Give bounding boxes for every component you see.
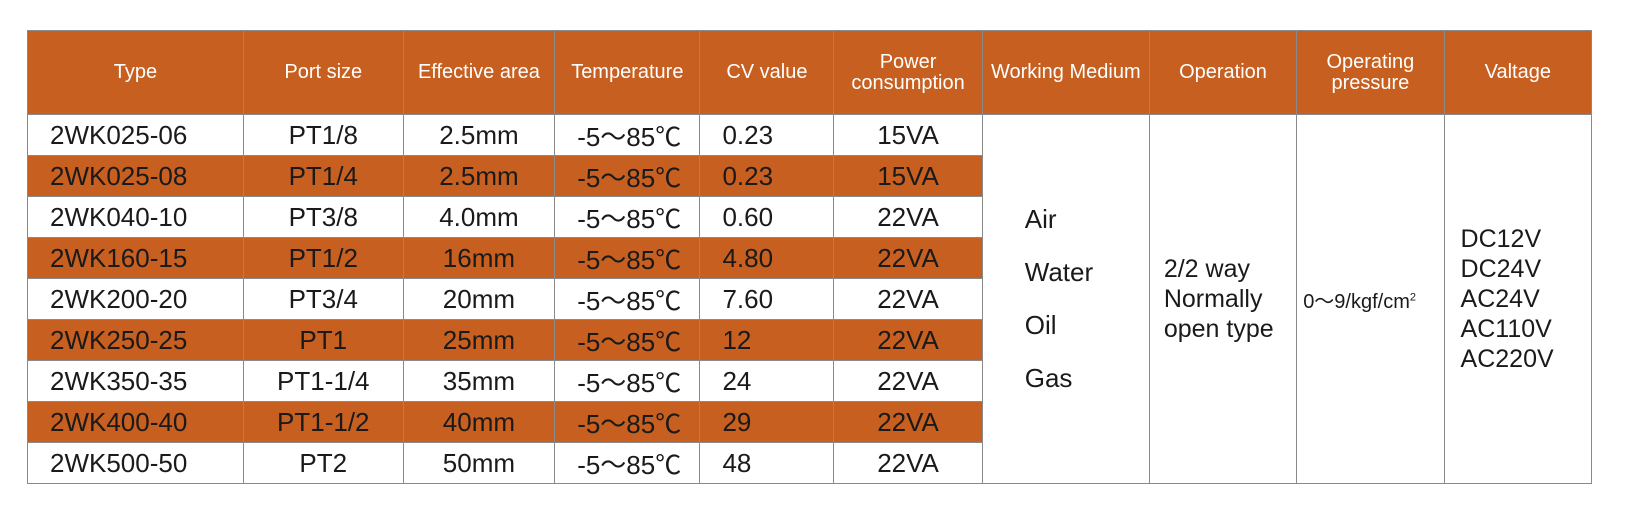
cell-power-consumption: 22VA xyxy=(833,319,983,361)
cell-cv-value: 29 xyxy=(699,401,835,443)
cell-cv-value: 4.80 xyxy=(699,237,835,279)
cell-port-size: PT1 xyxy=(242,319,404,361)
cell-port-size: PT1/2 xyxy=(242,237,404,279)
header-voltage: Valtage xyxy=(1443,30,1593,115)
cell-effective-area: 35mm xyxy=(402,360,556,402)
voltage-item: AC220V xyxy=(1460,345,1554,373)
cell-type: 2WK400-40 xyxy=(27,401,244,443)
voltage-cell: DC12V DC24V AC24V AC110V AC220V xyxy=(1443,114,1593,484)
header-cv-value: CV value xyxy=(699,30,835,115)
operation-line: open type xyxy=(1163,315,1274,343)
voltage-item: DC12V xyxy=(1460,225,1542,253)
header-operation: Operation xyxy=(1148,30,1298,115)
cell-port-size: PT3/4 xyxy=(242,278,404,320)
table-row: 2WK400-40 PT1-1/2 40mm -5～85℃ 29 22VA xyxy=(27,401,1592,443)
cell-cv-value: 7.60 xyxy=(699,278,835,320)
cell-port-size: PT1-1/2 xyxy=(242,401,404,443)
cell-type: 2WK160-15 xyxy=(27,237,244,279)
header-operating-pressure: Operating pressure xyxy=(1296,30,1445,115)
header-row: Type Port size Effective area Temperature CV… xyxy=(27,30,1593,115)
cell-power-consumption: 22VA xyxy=(833,401,983,443)
working-medium-item: Water xyxy=(1024,257,1094,287)
cell-port-size: PT1/4 xyxy=(242,155,404,197)
working-medium-cell: Air Water Oil Gas xyxy=(981,114,1150,484)
cell-type: 2WK025-08 xyxy=(27,155,244,197)
header-port-size: Port size xyxy=(242,30,404,115)
cell-temperature: -5～85℃ xyxy=(554,237,701,279)
operation-line: 2/2 way xyxy=(1163,255,1250,283)
working-medium-item: Gas xyxy=(1024,363,1073,393)
cell-temperature: -5～85℃ xyxy=(554,196,701,238)
table-row: 2WK025-06 PT1/8 2.5mm -5～85℃ 0.23 15VA Air Wate… xyxy=(27,114,1593,484)
cell-effective-area: 2.5mm xyxy=(402,155,556,197)
header-effective-area: Effective area xyxy=(402,30,556,115)
table-body: 2WK025-06 PT1/8 2.5mm -5～85℃ 0.23 15VA Air Wate… xyxy=(27,114,1593,484)
cell-power-consumption: 22VA xyxy=(833,237,983,279)
header-temperature: Temperature xyxy=(554,30,701,115)
cell-effective-area: 4.0mm xyxy=(402,196,556,238)
cell-temperature: -5～85℃ xyxy=(554,319,701,361)
cell-cv-value: 0.23 xyxy=(699,114,835,156)
cell-effective-area: 25mm xyxy=(402,319,556,361)
working-medium-item: Oil xyxy=(1024,310,1057,340)
operating-pressure-value: 0～9/kgf/cm xyxy=(1303,290,1410,313)
cell-type: 2WK350-35 xyxy=(27,360,244,402)
header-working-medium: Working Medium xyxy=(981,30,1150,115)
header-type: Type xyxy=(27,30,244,115)
cell-type: 2WK200-20 xyxy=(27,278,244,320)
cell-temperature: -5～85℃ xyxy=(554,360,701,402)
cell-cv-value: 0.60 xyxy=(699,196,835,238)
voltage-item: DC24V xyxy=(1460,255,1542,283)
cell-effective-area: 20mm xyxy=(402,278,556,320)
cell-cv-value: 48 xyxy=(699,442,835,484)
table-row: 2WK025-08 PT1/4 2.5mm -5～85℃ 0.23 15VA xyxy=(27,155,1592,197)
cell-power-consumption: 22VA xyxy=(833,278,983,320)
cell-type: 2WK040-10 xyxy=(27,196,244,238)
cell-power-consumption: 15VA xyxy=(833,155,983,197)
cell-temperature: -5～85℃ xyxy=(554,155,701,197)
cell-type: 2WK500-50 xyxy=(27,442,244,484)
cell-effective-area: 16mm xyxy=(402,237,556,279)
cell-effective-area: 50mm xyxy=(402,442,556,484)
cell-port-size: PT2 xyxy=(242,442,404,484)
table-row: 2WK250-25 PT1 25mm -5～85℃ 12 22VA xyxy=(27,319,1592,361)
cell-temperature: -5～85℃ xyxy=(554,442,701,484)
spec-table: Type Port size Effective area Temperature CV… xyxy=(27,30,1593,484)
cell-cv-value: 24 xyxy=(699,360,835,402)
cell-temperature: -5～85℃ xyxy=(554,114,701,156)
voltage-item: AC110V xyxy=(1460,315,1552,343)
cell-port-size: PT3/8 xyxy=(242,196,404,238)
working-medium-item: Air xyxy=(1024,204,1057,234)
cell-temperature: -5～85℃ xyxy=(554,401,701,443)
operation-line: Normally xyxy=(1163,285,1263,313)
cell-port-size: PT1/8 xyxy=(242,114,404,156)
cell-type: 2WK025-06 xyxy=(27,114,244,156)
table-row: 2WK500-50 PT2 50mm -5～85℃ 48 22VA xyxy=(27,442,1592,484)
cell-power-consumption: 22VA xyxy=(833,196,983,238)
cell-cv-value: 12 xyxy=(699,319,835,361)
cell-effective-area: 40mm xyxy=(402,401,556,443)
cell-effective-area: 2.5mm xyxy=(402,114,556,156)
cell-temperature: -5～85℃ xyxy=(554,278,701,320)
voltage-item: AC24V xyxy=(1460,285,1540,313)
operation-cell: 2/2 way Normally open type xyxy=(1148,114,1298,484)
cell-power-consumption: 15VA xyxy=(833,114,983,156)
operating-pressure-superscript: 2 xyxy=(1409,290,1417,303)
operating-pressure-cell: 0～9/kgf/cm2 xyxy=(1296,114,1445,484)
cell-power-consumption: 22VA xyxy=(833,442,983,484)
header-power-consumption: Power consumption xyxy=(833,30,983,115)
cell-power-consumption: 22VA xyxy=(833,360,983,402)
cell-cv-value: 0.23 xyxy=(699,155,835,197)
cell-port-size: PT1-1/4 xyxy=(242,360,404,402)
cell-type: 2WK250-25 xyxy=(27,319,244,361)
table-row: 2WK040-10 PT3/8 4.0mm -5～85℃ 0.60 22VA xyxy=(27,196,1592,238)
table-row: 2WK200-20 PT3/4 20mm -5～85℃ 7.60 22VA xyxy=(27,278,1592,320)
